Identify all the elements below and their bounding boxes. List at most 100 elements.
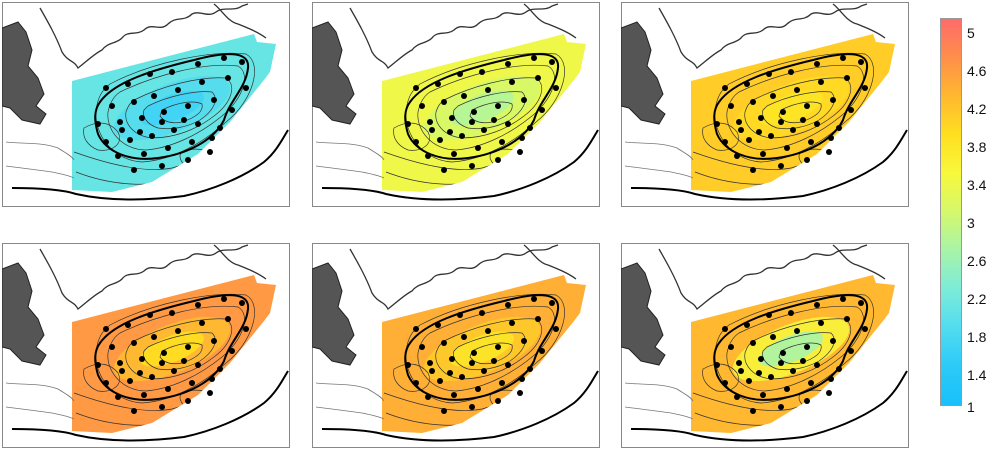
landmass bbox=[312, 262, 357, 366]
station-point bbox=[139, 356, 145, 362]
station-point bbox=[495, 157, 501, 163]
station-point bbox=[535, 75, 541, 81]
contour-line bbox=[143, 91, 216, 130]
station-point bbox=[437, 137, 443, 143]
station-point bbox=[159, 119, 165, 125]
coastline bbox=[658, 3, 886, 69]
station-point bbox=[429, 127, 435, 133]
station-point bbox=[808, 380, 814, 386]
station-point bbox=[738, 368, 744, 374]
station-point bbox=[848, 348, 854, 354]
station-point bbox=[778, 360, 784, 366]
station-point bbox=[531, 296, 537, 302]
station-point bbox=[770, 93, 776, 99]
station-point bbox=[229, 348, 235, 354]
surface-core bbox=[450, 90, 514, 126]
station-point bbox=[804, 398, 810, 404]
station-point bbox=[527, 366, 533, 372]
map-svg bbox=[312, 2, 600, 207]
coastline bbox=[658, 244, 886, 310]
station-point bbox=[499, 380, 505, 386]
colorbar-tick-label: 4.6 bbox=[967, 63, 987, 79]
bank-outline bbox=[713, 53, 869, 160]
contour-line bbox=[83, 122, 120, 151]
station-point bbox=[169, 69, 175, 75]
station-point bbox=[756, 370, 762, 376]
station-point bbox=[840, 296, 846, 302]
station-point bbox=[131, 408, 137, 414]
station-point bbox=[814, 61, 820, 67]
contour-line bbox=[702, 363, 739, 392]
station-point bbox=[405, 362, 411, 368]
station-point bbox=[159, 360, 165, 366]
station-point bbox=[858, 59, 864, 65]
station-point bbox=[750, 340, 756, 346]
station-point bbox=[858, 300, 864, 306]
station-point bbox=[149, 133, 155, 139]
station-point bbox=[760, 151, 766, 157]
station-point bbox=[758, 356, 764, 362]
station-point bbox=[535, 316, 541, 322]
station-point bbox=[209, 376, 215, 382]
station-point bbox=[844, 316, 850, 322]
station-point bbox=[800, 117, 806, 123]
station-point bbox=[159, 404, 165, 410]
station-point bbox=[139, 115, 145, 121]
color-scale-legend: 5 4.6 4.2 3.8 3.4 3 2.6 2.2 1.8 1.4 1 bbox=[938, 18, 994, 414]
station-point bbox=[499, 139, 505, 145]
station-point bbox=[149, 374, 155, 380]
surface-core bbox=[450, 331, 514, 367]
map-svg bbox=[2, 243, 290, 448]
contour-line bbox=[762, 332, 835, 371]
station-point bbox=[175, 328, 181, 334]
station-point bbox=[469, 360, 475, 366]
colorbar-tick-label: 5 bbox=[967, 25, 975, 41]
colorbar-tick-label: 4.2 bbox=[967, 101, 987, 117]
station-point bbox=[800, 358, 806, 364]
station-point bbox=[217, 125, 223, 131]
station-point bbox=[217, 366, 223, 372]
station-point bbox=[419, 103, 425, 109]
map-svg bbox=[621, 243, 909, 448]
station-point bbox=[485, 87, 491, 93]
bank-outline bbox=[404, 294, 560, 401]
contour-line bbox=[107, 305, 245, 392]
map-panel-1 bbox=[2, 2, 290, 207]
station-point bbox=[770, 334, 776, 340]
station-point bbox=[225, 316, 231, 322]
landmass bbox=[621, 21, 666, 125]
station-point bbox=[103, 85, 109, 91]
station-point bbox=[768, 374, 774, 380]
station-point bbox=[117, 119, 123, 125]
station-point bbox=[469, 163, 475, 169]
contour-line bbox=[469, 101, 513, 124]
station-point bbox=[814, 362, 820, 368]
station-point bbox=[818, 79, 824, 85]
station-point bbox=[509, 79, 515, 85]
contour-line bbox=[143, 332, 216, 371]
station-point bbox=[229, 107, 235, 113]
station-point bbox=[189, 380, 195, 386]
station-point bbox=[750, 99, 756, 105]
station-point bbox=[221, 296, 227, 302]
station-point bbox=[828, 135, 834, 141]
station-point bbox=[714, 362, 720, 368]
surface-core bbox=[759, 331, 823, 367]
station-point bbox=[127, 137, 133, 143]
station-point bbox=[553, 326, 559, 332]
station-point bbox=[714, 121, 720, 127]
map-panel-6 bbox=[621, 243, 909, 448]
station-point bbox=[137, 129, 143, 135]
bank-outline bbox=[94, 294, 250, 401]
station-point bbox=[95, 121, 101, 127]
station-point bbox=[171, 127, 177, 133]
station-point bbox=[491, 117, 497, 123]
station-point bbox=[185, 157, 191, 163]
station-point bbox=[780, 109, 786, 115]
station-point bbox=[734, 394, 740, 400]
station-point bbox=[207, 390, 213, 396]
station-point bbox=[844, 75, 850, 81]
map-panel-5 bbox=[312, 243, 600, 448]
contour-line bbox=[744, 77, 852, 139]
station-point bbox=[211, 97, 217, 103]
